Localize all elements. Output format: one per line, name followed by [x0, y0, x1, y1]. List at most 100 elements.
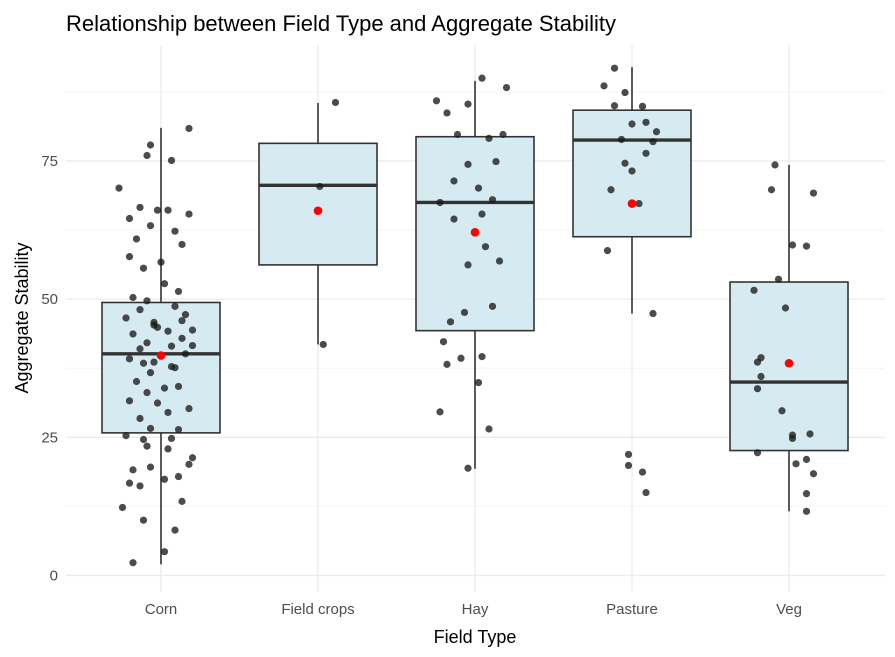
x-axis-title: Field Type [434, 627, 517, 647]
data-point-corn [139, 359, 148, 367]
data-point-field-crops [331, 98, 340, 107]
data-point-corn [181, 350, 190, 358]
data-point-pasture [649, 309, 657, 318]
x-axis-tick-labels: Corn Field crops Hay Pasture Veg [145, 601, 802, 618]
data-point-pasture [624, 450, 633, 459]
data-point-corn [171, 302, 179, 310]
chart-title: Relationship between Field Type and Aggr… [66, 11, 616, 36]
data-point-veg [788, 434, 797, 442]
data-point-pasture [603, 246, 612, 255]
x-tick-label: Pasture [606, 601, 658, 618]
x-tick-label: Hay [462, 601, 489, 618]
data-point-corn [157, 258, 165, 266]
data-point-corn [129, 466, 137, 474]
data-point-hay [502, 83, 511, 92]
data-point-hay [436, 408, 444, 416]
data-point-hay [488, 196, 497, 204]
data-point-veg [802, 507, 811, 515]
data-point-pasture [628, 120, 636, 128]
data-point-hay [474, 378, 483, 387]
data-point-corn [132, 235, 141, 243]
data-point-hay [464, 261, 472, 269]
mean-point-corn [156, 351, 166, 360]
data-point-corn [150, 358, 158, 366]
box-field-crops [258, 103, 378, 345]
data-point-hay [460, 308, 469, 317]
data-point-corn [143, 442, 151, 450]
data-point-corn [185, 404, 193, 413]
x-tick-label: Corn [145, 601, 178, 618]
data-point-hay [450, 177, 458, 185]
data-point-corn [188, 341, 197, 350]
data-point-corn [188, 326, 197, 334]
box-iqr [101, 301, 221, 434]
data-point-pasture [649, 138, 657, 146]
means-layer [156, 199, 794, 368]
data-point-corn [167, 156, 176, 165]
data-point-pasture [638, 102, 647, 110]
data-point-corn [139, 516, 148, 524]
data-point-hay [443, 109, 451, 117]
data-point-corn [115, 184, 123, 192]
data-point-corn [146, 369, 155, 377]
data-point-hay [457, 354, 465, 362]
data-point-pasture [617, 135, 626, 144]
x-tick-label: Field crops [281, 601, 354, 618]
data-point-corn [164, 206, 172, 214]
data-point-pasture [621, 159, 629, 167]
data-point-pasture [621, 88, 629, 97]
data-point-corn [164, 445, 172, 453]
data-point-corn [174, 382, 183, 391]
data-point-hay [492, 157, 500, 166]
data-point-corn [178, 334, 186, 342]
data-point-corn [160, 384, 169, 392]
mean-point-hay [470, 228, 480, 237]
data-point-pasture [610, 102, 619, 110]
data-point-corn [143, 151, 151, 160]
data-point-pasture [607, 186, 615, 194]
data-point-corn [136, 306, 144, 314]
data-point-corn [139, 264, 148, 272]
data-point-pasture [624, 461, 633, 470]
data-point-veg [778, 407, 786, 415]
data-point-hay [443, 360, 451, 368]
data-point-corn [136, 482, 144, 490]
data-point-corn [171, 526, 179, 534]
data-point-corn [185, 210, 193, 218]
data-point-corn [132, 377, 141, 386]
data-point-corn [143, 388, 151, 397]
data-point-hay [495, 257, 504, 265]
data-point-veg [774, 275, 783, 283]
data-point-veg [757, 372, 765, 381]
data-point-veg [809, 470, 818, 478]
data-point-corn [136, 345, 144, 353]
data-point-corn [146, 222, 155, 230]
data-point-corn [153, 399, 162, 407]
y-axis-tick-labels: 0 25 50 75 [41, 153, 58, 584]
data-point-corn [167, 362, 176, 371]
data-point-pasture [638, 468, 647, 476]
data-point-hay [485, 425, 493, 433]
data-point-hay [474, 184, 483, 192]
data-point-veg [802, 242, 811, 250]
data-point-corn [178, 317, 186, 325]
data-point-hay [478, 210, 486, 218]
data-point-corn [178, 240, 186, 249]
data-point-veg [753, 385, 762, 393]
data-point-hay [436, 198, 444, 207]
data-point-corn [125, 355, 134, 363]
data-point-corn [136, 414, 144, 423]
data-point-hay [481, 243, 490, 251]
data-point-pasture [642, 149, 650, 157]
data-point-corn [160, 548, 169, 556]
data-point-corn [139, 435, 148, 444]
data-point-field-crops [319, 340, 327, 349]
data-point-corn [174, 472, 183, 481]
data-point-hay [478, 74, 486, 82]
data-point-corn [122, 314, 130, 322]
data-point-hay [464, 160, 472, 168]
points-layer [115, 64, 818, 567]
mean-point-veg [784, 358, 794, 368]
data-point-corn [125, 214, 134, 223]
